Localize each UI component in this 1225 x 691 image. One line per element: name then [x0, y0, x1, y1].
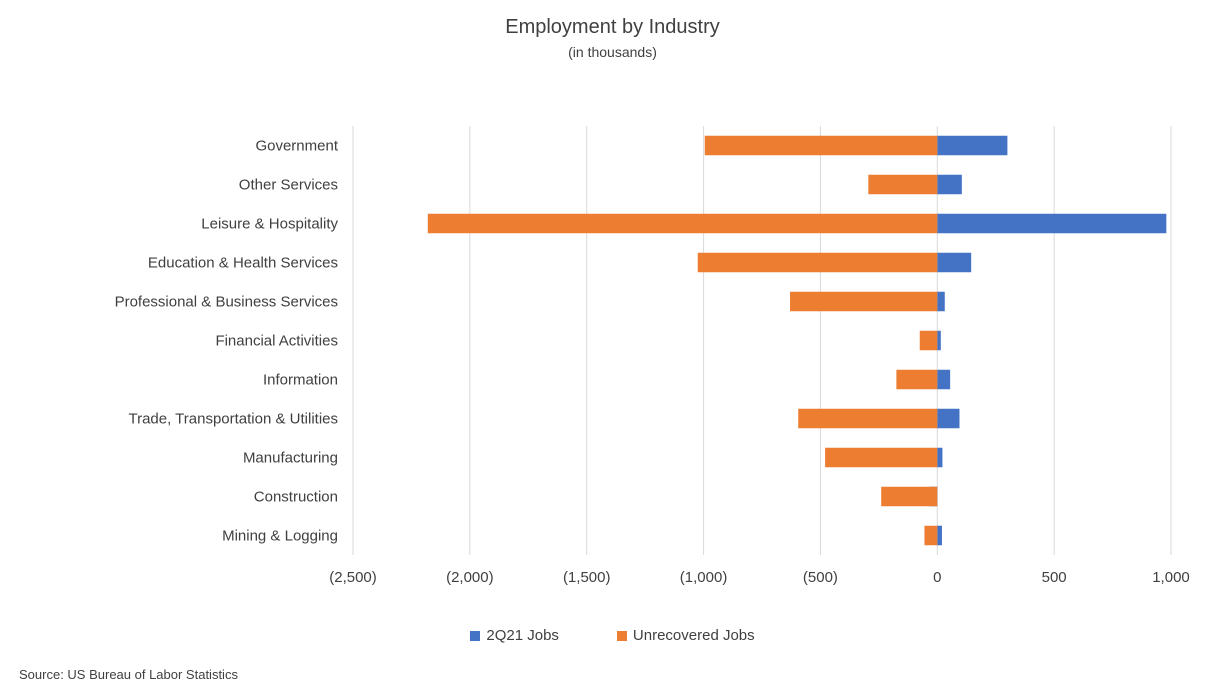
bar-unrecovered-jobs-education-health-services [697, 252, 938, 273]
bar-2q21-jobs-leisure-hospitality [937, 213, 1167, 234]
x-tick-label: (2,500) [329, 569, 377, 586]
category-label: Trade, Transportation & Utilities [128, 411, 338, 428]
legend-label-2q21-jobs: 2Q21 Jobs [486, 627, 559, 644]
source-note: Source: US Bureau of Labor Statistics [19, 667, 238, 682]
legend-swatch-2q21-jobs [470, 630, 481, 641]
x-tick-label: 500 [1042, 569, 1067, 586]
bar-unrecovered-jobs-manufacturing [825, 447, 938, 468]
bar-unrecovered-jobs-other-services [868, 174, 938, 195]
bar-unrecovered-jobs-leisure-hospitality [427, 213, 938, 234]
bars [427, 135, 1167, 546]
chart-title: Employment by Industry [505, 16, 720, 38]
bar-unrecovered-jobs-professional-business-services [790, 291, 938, 312]
x-tick-label: (1,000) [680, 569, 728, 586]
bar-unrecovered-jobs-trade-transportation-utilities [798, 408, 938, 429]
bar-unrecovered-jobs-financial-activities [919, 330, 938, 351]
bar-2q21-jobs-information [937, 369, 951, 390]
bar-2q21-jobs-mining-logging [937, 525, 942, 546]
legend-swatch-unrecovered-jobs [616, 630, 627, 641]
bar-2q21-jobs-education-health-services [937, 252, 972, 273]
bar-2q21-jobs-professional-business-services [937, 291, 945, 312]
bar-2q21-jobs-government [937, 135, 1008, 156]
bar-2q21-jobs-trade-transportation-utilities [937, 408, 960, 429]
category-label: Manufacturing [243, 450, 338, 467]
category-labels: Government Other Services Leisure & Hospit… [115, 138, 339, 545]
category-label: Leisure & Hospitality [201, 216, 338, 233]
legend-item-unrecovered-jobs: Unrecovered Jobs [616, 627, 755, 644]
bar-unrecovered-jobs-information [896, 369, 938, 390]
x-tick-label: 1,000 [1152, 569, 1190, 586]
bar-unrecovered-jobs-construction [881, 486, 938, 507]
x-tick-label: (2,000) [446, 569, 494, 586]
category-label: Information [263, 372, 338, 389]
bar-2q21-jobs-other-services [937, 174, 962, 195]
category-label: Construction [254, 489, 338, 506]
chart-subtitle: (in thousands) [568, 44, 657, 60]
gridlines [352, 126, 1172, 555]
bar-2q21-jobs-manufacturing [937, 447, 943, 468]
category-label: Education & Health Services [148, 255, 338, 272]
x-tick-label: (500) [803, 569, 838, 586]
category-label: Other Services [239, 177, 338, 194]
legend: 2Q21 Jobs Unrecovered Jobs [0, 627, 1225, 644]
x-tick-label: 0 [933, 569, 941, 586]
legend-label-unrecovered-jobs: Unrecovered Jobs [632, 627, 755, 644]
category-label: Government [255, 138, 338, 155]
category-label: Mining & Logging [222, 528, 338, 545]
bar-unrecovered-jobs-mining-logging [924, 525, 938, 546]
legend-item-2q21-jobs: 2Q21 Jobs [470, 627, 559, 644]
category-label: Financial Activities [215, 333, 338, 350]
x-tick-label: (1,500) [563, 569, 611, 586]
bar-2q21-jobs-financial-activities [937, 330, 941, 351]
x-tick-labels: (2,500) (2,000) (1,500) (1,000) (500) 0 500 1,0… [329, 569, 1190, 586]
bar-unrecovered-jobs-government [704, 135, 938, 156]
category-label: Professional & Business Services [115, 294, 338, 311]
